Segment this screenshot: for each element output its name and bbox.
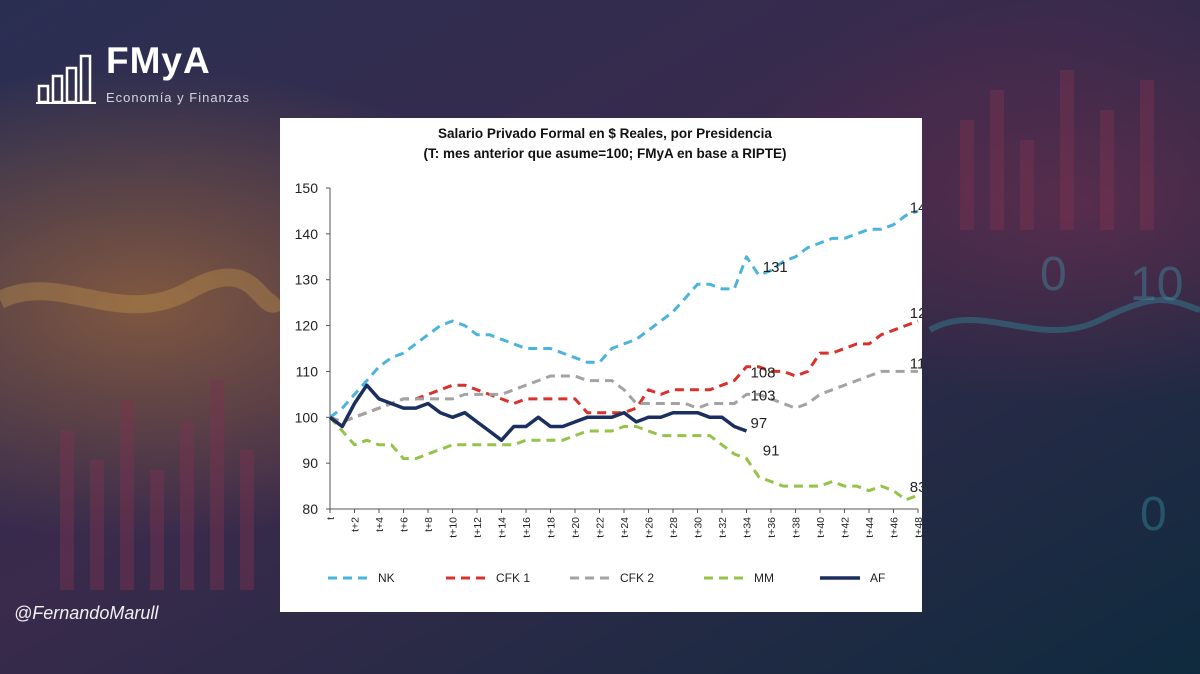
data-label: 110 (910, 355, 922, 372)
chart-panel: Salario Privado Formal en $ Reales, por … (280, 118, 922, 612)
x-tick-label: t+8 (423, 517, 435, 532)
x-tick-label: t+44 (864, 517, 876, 538)
data-label: 83 (910, 479, 922, 496)
x-tick-label: t+32 (717, 517, 729, 538)
brand-logo: FMyA Economía y Finanzas (36, 40, 266, 110)
x-tick-label: t+28 (668, 517, 680, 538)
data-label: 97 (751, 415, 768, 432)
y-tick-label: 90 (302, 455, 318, 471)
y-tick-label: 110 (296, 363, 319, 379)
series-layer (328, 209, 919, 502)
data-label: 108 (751, 365, 776, 382)
x-tick-label: t+20 (570, 517, 582, 538)
x-tick-label: t (325, 517, 337, 520)
legend-label: NK (378, 571, 395, 585)
x-axis: t t+2 t+4 t+6 t+8 t+10 t+12 t+14 t+16 t+18 t+20 t+2… (325, 508, 922, 538)
series-line-mm (328, 416, 919, 502)
chart-title: Salario Privado Formal en $ Reales, por … (438, 126, 772, 141)
data-labels: 144 131 121 108 110 103 97 91 83 (751, 200, 923, 497)
bar-chart-logo-icon (36, 54, 96, 104)
legend-label: CFK 2 (620, 571, 654, 585)
legend-label: CFK 1 (496, 571, 530, 585)
svg-text:0: 0 (1040, 248, 1067, 301)
svg-text:10: 10 (1130, 258, 1183, 311)
y-tick-label: 80 (302, 501, 318, 517)
series-line-cfk-2 (329, 369, 918, 424)
x-tick-label: t+36 (766, 517, 778, 538)
x-tick-label: t+40 (815, 517, 827, 538)
x-tick-label: t+42 (840, 517, 852, 538)
data-label: 131 (763, 259, 788, 276)
y-tick-label: 120 (295, 318, 319, 334)
x-tick-label: t+22 (595, 517, 607, 538)
x-tick-label: t+38 (791, 517, 803, 538)
x-tick-label: t+24 (619, 517, 631, 538)
data-label: 121 (910, 305, 922, 322)
legend: NK CFK 1 CFK 2 MM AF (328, 571, 885, 585)
series-line-af (328, 383, 748, 442)
x-tick-label: t+48 (913, 517, 922, 538)
brand-tagline: Economía y Finanzas (106, 90, 251, 105)
x-tick-label: t+16 (521, 517, 533, 538)
legend-label: MM (754, 571, 774, 585)
x-tick-label: t+14 (497, 517, 509, 538)
x-tick-label: t+4 (374, 517, 386, 532)
svg-text:0: 0 (1140, 488, 1167, 541)
brand-name: FMyA (106, 40, 211, 81)
x-tick-label: t+10 (448, 517, 460, 538)
x-tick-label: t+6 (399, 517, 411, 532)
y-tick-label: 130 (295, 272, 319, 288)
series-line-nk (329, 209, 919, 419)
x-tick-label: t+18 (546, 517, 558, 538)
series-line-cfk-1 (329, 319, 919, 424)
y-tick-label: 150 (295, 180, 319, 196)
author-handle: @FernandoMarull (14, 603, 159, 623)
x-tick-label: t+12 (472, 517, 484, 538)
legend-label: AF (870, 571, 885, 585)
x-tick-label: t+30 (693, 517, 705, 538)
y-tick-label: 100 (295, 409, 319, 425)
data-label: 91 (763, 443, 780, 460)
x-tick-label: t+46 (889, 517, 901, 538)
x-tick-label: t+2 (350, 517, 362, 532)
chart-subtitle: (T: mes anterior que asume=100; FMyA en … (424, 146, 787, 161)
x-tick-label: t+34 (742, 517, 754, 538)
y-axis: 80 90 100 110 120 130 140 150 (295, 180, 331, 517)
x-tick-label: t+26 (644, 517, 656, 538)
data-label: 144 (910, 200, 922, 217)
line-chart: Salario Privado Formal en $ Reales, por … (295, 126, 923, 585)
data-label: 103 (751, 388, 776, 405)
y-tick-label: 140 (295, 226, 319, 242)
